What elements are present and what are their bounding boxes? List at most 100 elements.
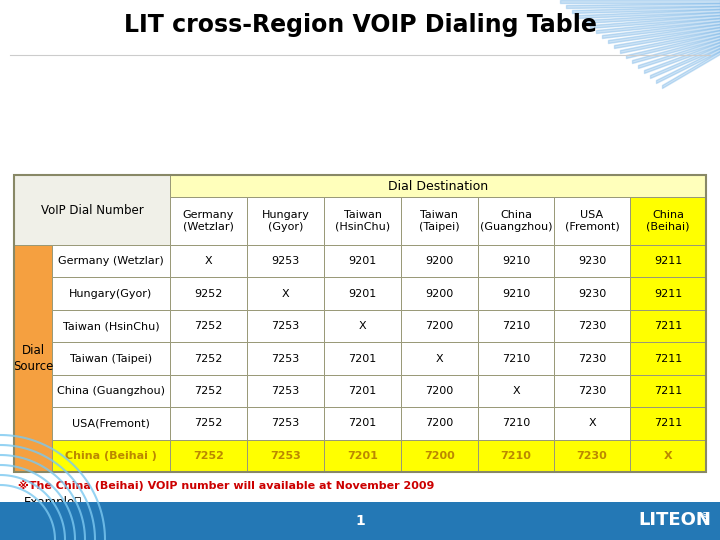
Bar [14, 175, 706, 472]
Bar [478, 440, 554, 472]
Bar [324, 407, 401, 440]
Bar [324, 375, 401, 407]
Bar [554, 342, 630, 375]
Text: 9210: 9210 [502, 256, 530, 266]
Bar [170, 440, 247, 472]
Bar [14, 175, 170, 245]
Bar [324, 278, 401, 310]
Text: 9252: 9252 [194, 289, 222, 299]
Text: 7252: 7252 [194, 321, 222, 331]
Text: 9253: 9253 [271, 256, 300, 266]
Bar [630, 310, 706, 342]
Bar [630, 342, 706, 375]
Text: 7230: 7230 [578, 321, 606, 331]
Bar [170, 278, 247, 310]
Bar [247, 197, 324, 245]
Text: 7253: 7253 [270, 451, 301, 461]
Text: Taiwan
(Taipei): Taiwan (Taipei) [419, 210, 460, 232]
Bar [247, 375, 324, 407]
Text: 7200: 7200 [426, 321, 454, 331]
Text: X: X [436, 354, 444, 363]
Text: Germany (Wetzlar): Germany (Wetzlar) [58, 256, 164, 266]
Text: •: • [32, 510, 40, 523]
Text: Taiwan (Taipei): Taiwan (Taipei) [70, 354, 152, 363]
Bar [478, 278, 554, 310]
Text: Dial Destination: Dial Destination [388, 179, 488, 192]
Bar [52, 440, 170, 472]
Text: Dial
Source: Dial Source [13, 345, 53, 373]
Bar [478, 245, 554, 278]
Bar [247, 342, 324, 375]
Bar [0, 502, 720, 540]
Text: 9230: 9230 [578, 256, 606, 266]
Text: ®: ® [700, 512, 710, 522]
Text: X: X [359, 321, 366, 331]
Text: 9230: 9230 [578, 289, 606, 299]
Text: 7210: 7210 [502, 321, 530, 331]
Bar [401, 440, 478, 472]
Text: Germany
(Wetzlar): Germany (Wetzlar) [183, 210, 234, 232]
Text: 7252: 7252 [194, 418, 222, 428]
Text: 1: 1 [355, 514, 365, 528]
Bar [554, 278, 630, 310]
Text: •: • [32, 536, 40, 540]
Text: LIT cross-Region VOIP Dialing Table: LIT cross-Region VOIP Dialing Table [124, 13, 596, 37]
Bar [630, 278, 706, 310]
Text: 7211: 7211 [654, 418, 682, 428]
Bar [52, 375, 170, 407]
Bar [554, 310, 630, 342]
Text: 7252: 7252 [194, 354, 222, 363]
Bar [478, 197, 554, 245]
Bar [630, 440, 706, 472]
Bar [630, 245, 706, 278]
Text: X: X [282, 289, 289, 299]
Text: X: X [512, 386, 520, 396]
Bar [401, 375, 478, 407]
Text: 9200: 9200 [426, 256, 454, 266]
Text: X: X [204, 256, 212, 266]
Text: 7201: 7201 [348, 386, 377, 396]
Bar [170, 407, 247, 440]
Text: From  Fremont make a call to Taipei ⇒ dial 7200+ extension no.: From Fremont make a call to Taipei ⇒ dia… [42, 523, 418, 536]
Bar [478, 342, 554, 375]
Bar [554, 440, 630, 472]
Text: Hungary
(Gyor): Hungary (Gyor) [261, 210, 310, 232]
Text: 7210: 7210 [500, 451, 531, 461]
Bar [170, 245, 247, 278]
Text: •: • [32, 523, 40, 536]
Text: 7210: 7210 [502, 418, 530, 428]
Text: 7230: 7230 [577, 451, 608, 461]
Text: Hungary(Gyor): Hungary(Gyor) [69, 289, 153, 299]
Text: 7230: 7230 [578, 386, 606, 396]
Bar [401, 197, 478, 245]
Bar [247, 407, 324, 440]
Text: 7200: 7200 [424, 451, 455, 461]
Text: Taiwan (HsinChu): Taiwan (HsinChu) [63, 321, 159, 331]
Text: 7253: 7253 [271, 386, 300, 396]
Text: 7253: 7253 [271, 321, 300, 331]
Bar [52, 342, 170, 375]
Text: 7200: 7200 [426, 386, 454, 396]
Bar [630, 375, 706, 407]
Text: 9200: 9200 [426, 289, 454, 299]
Bar [478, 407, 554, 440]
Text: China (Guangzhou): China (Guangzhou) [57, 386, 165, 396]
Bar [554, 245, 630, 278]
Bar [247, 245, 324, 278]
Bar [52, 407, 170, 440]
Text: 7211: 7211 [654, 386, 682, 396]
Text: From HsinChu make a call to GuangZhou ⇒ dial 7210 + extension no.: From HsinChu make a call to GuangZhou ⇒ … [42, 536, 453, 540]
Bar [324, 245, 401, 278]
Text: 7201: 7201 [348, 354, 377, 363]
Bar [554, 375, 630, 407]
Bar [401, 342, 478, 375]
Bar [401, 278, 478, 310]
Bar [247, 440, 324, 472]
Bar [401, 245, 478, 278]
Bar [478, 310, 554, 342]
Bar [554, 197, 630, 245]
Bar [554, 407, 630, 440]
Text: 9201: 9201 [348, 256, 377, 266]
Text: 9210: 9210 [502, 289, 530, 299]
Text: 7201: 7201 [347, 451, 378, 461]
